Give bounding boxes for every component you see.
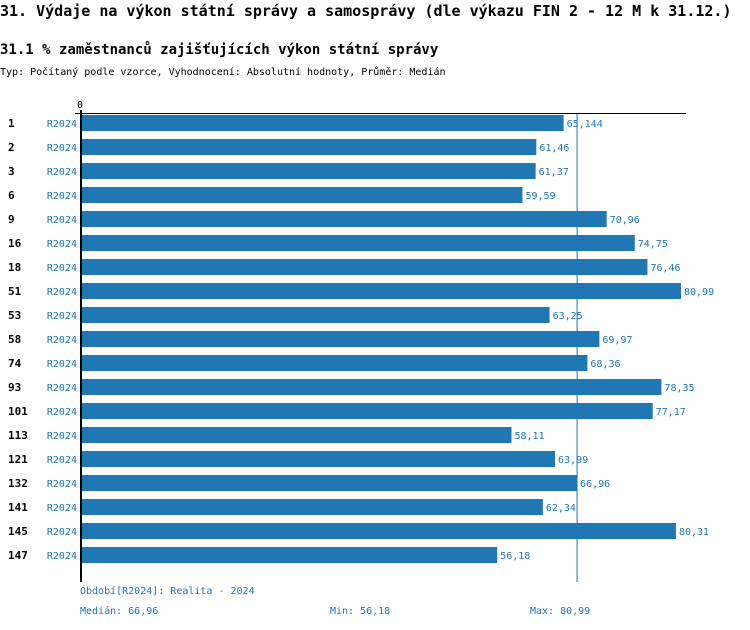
value-label: 74,75	[638, 239, 668, 250]
category-label: 2	[8, 141, 15, 154]
value-label: 61,46	[539, 143, 569, 154]
period-label: R2024	[47, 383, 77, 394]
bar	[81, 475, 578, 491]
bar	[81, 499, 543, 515]
period-label: R2024	[47, 551, 77, 562]
value-label: 80,99	[684, 287, 714, 298]
period-label: R2024	[47, 407, 77, 418]
category-label: 16	[8, 237, 22, 250]
value-label: 70,96	[610, 215, 640, 226]
period-label: R2024	[47, 527, 77, 538]
category-label: 93	[8, 381, 21, 394]
category-label: 147	[8, 549, 28, 562]
chart-description: Typ: Počítaný podle vzorce, Vyhodnocení:…	[0, 67, 446, 78]
bar	[81, 547, 498, 563]
value-label: 58,11	[514, 431, 544, 442]
value-label: 59,59	[525, 191, 555, 202]
category-label: 121	[8, 453, 28, 466]
bar	[81, 307, 550, 323]
value-label: 65,144	[567, 119, 603, 130]
period-label: R2024	[47, 455, 77, 466]
bar	[81, 163, 536, 179]
category-label: 3	[8, 165, 15, 178]
bar	[81, 403, 653, 419]
axis-zero-label: 0	[77, 100, 83, 111]
category-label: 132	[8, 477, 28, 490]
period-label: R2024	[47, 263, 77, 274]
chart-title: 31.1 % zaměstnanců zajišťujících výkon s…	[0, 42, 439, 58]
period-label: R2024	[47, 503, 77, 514]
value-label: 66,96	[580, 479, 610, 490]
bar	[81, 523, 676, 539]
footer-median: Medián: 66,96	[80, 606, 159, 617]
value-label: 61,37	[539, 167, 569, 178]
value-label: 63,25	[553, 311, 583, 322]
bar	[81, 139, 537, 155]
footer-max: Max: 80,99	[530, 606, 591, 617]
category-label: 6	[8, 189, 15, 202]
bar	[81, 427, 512, 443]
bar	[81, 283, 681, 299]
period-label: R2024	[47, 311, 77, 322]
period-label: R2024	[47, 287, 77, 298]
bar	[81, 331, 600, 347]
bar	[81, 187, 523, 203]
category-label: 113	[8, 429, 28, 442]
value-label: 62,34	[546, 503, 576, 514]
bar	[81, 355, 588, 371]
page-title: 31. Výdaje na výkon státní správy a samo…	[0, 2, 732, 20]
bar	[81, 379, 662, 395]
category-label: 101	[8, 405, 28, 418]
category-label: 18	[8, 261, 21, 274]
value-label: 68,36	[590, 359, 620, 370]
period-label: R2024	[47, 359, 77, 370]
value-label: 78,35	[664, 383, 694, 394]
period-label: R2024	[47, 239, 77, 250]
footer-min: Min: 56,18	[330, 606, 391, 617]
period-label: R2024	[47, 167, 77, 178]
value-label: 77,17	[656, 407, 686, 418]
period-label: R2024	[47, 191, 77, 202]
value-label: 69,97	[602, 335, 632, 346]
category-label: 51	[8, 285, 22, 298]
bar	[81, 259, 648, 275]
period-label: R2024	[47, 143, 77, 154]
bar	[81, 235, 635, 251]
category-label: 145	[8, 525, 28, 538]
bar	[81, 451, 556, 467]
category-label: 141	[8, 501, 28, 514]
period-label: R2024	[47, 215, 77, 226]
bar	[81, 211, 607, 227]
bar	[81, 115, 564, 131]
footer-period: Období[R2024]: Realita - 2024	[80, 586, 255, 597]
category-label: 9	[8, 213, 15, 226]
value-label: 80,31	[679, 527, 709, 538]
value-label: 76,46	[650, 263, 680, 274]
category-label: 58	[8, 333, 21, 346]
period-label: R2024	[47, 335, 77, 346]
category-label: 53	[8, 309, 21, 322]
value-label: 56,18	[500, 551, 530, 562]
period-label: R2024	[47, 119, 77, 130]
category-label: 1	[8, 117, 15, 130]
category-label: 74	[8, 357, 22, 370]
period-label: R2024	[47, 431, 77, 442]
period-label: R2024	[47, 479, 77, 490]
value-label: 63,99	[558, 455, 588, 466]
